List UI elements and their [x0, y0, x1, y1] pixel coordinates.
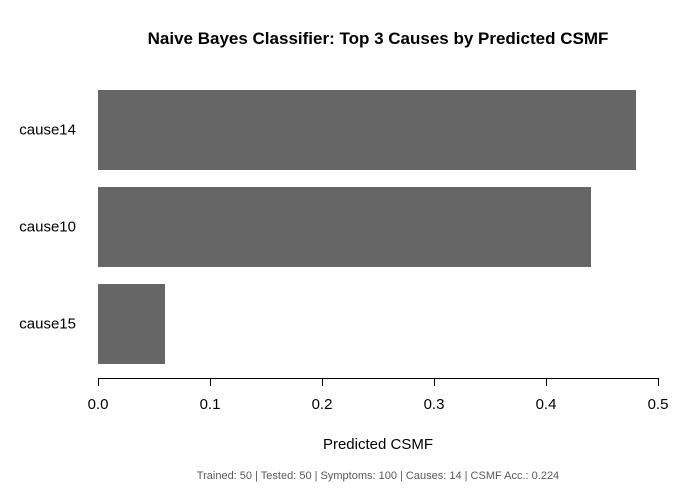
bar-cause14 [98, 90, 636, 170]
x-axis-tick-label-0.4: 0.4 [535, 396, 557, 413]
x-axis-title: Predicted CSMF [322, 436, 434, 453]
x-axis-tick-label-0.1: 0.1 [199, 396, 221, 413]
x-axis-tick-label-0.5: 0.5 [647, 396, 669, 413]
x-axis-tick-label-0.0: 0.0 [87, 396, 109, 413]
x-axis-tick-label-0.3: 0.3 [423, 396, 445, 413]
x-axis-tick-0.0 [98, 379, 99, 386]
x-axis-tick-0.5 [658, 379, 659, 386]
x-axis-tick-0.2 [322, 379, 323, 386]
x-axis-tick-label-0.2: 0.2 [311, 396, 333, 413]
y-axis-label-cause15: cause15 [19, 315, 76, 333]
bar-cause10 [98, 187, 591, 267]
x-axis-tick-0.4 [546, 379, 547, 386]
y-axis-label-cause10: cause10 [19, 218, 76, 236]
x-axis-line [98, 378, 659, 379]
y-axis-label-cause14: cause14 [19, 121, 76, 139]
footer-stats: Trained: 50 | Tested: 50 | Symptoms: 100… [196, 470, 560, 482]
x-axis-tick-0.1 [210, 379, 211, 386]
chart-title: Naive Bayes Classifier: Top 3 Causes by … [147, 29, 609, 48]
bar-cause15 [98, 284, 165, 364]
x-axis-tick-0.3 [434, 379, 435, 386]
